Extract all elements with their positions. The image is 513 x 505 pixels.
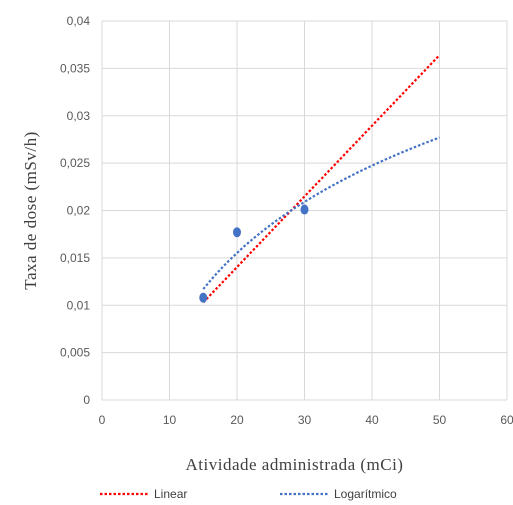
- y-tick-label: 0,015: [60, 251, 90, 265]
- data-point: [233, 227, 241, 238]
- y-tick-label: 0,01: [67, 298, 91, 312]
- x-tick-label: 30: [298, 413, 312, 427]
- y-tick-label: 0: [83, 393, 90, 407]
- y-axis-label: Taxa de dose (mSv/h): [21, 131, 40, 289]
- legend-linear-label: Linear: [154, 487, 187, 501]
- data-points: [199, 204, 309, 303]
- y-tick-label: 0,005: [60, 346, 90, 360]
- x-axis-label: Atividade administrada (mCi): [186, 455, 404, 474]
- x-tick-label: 60: [500, 413, 513, 427]
- x-tick-labels: 0 10 20 30 40 50 60: [99, 413, 513, 427]
- legend: Linear Logarítmico: [100, 487, 397, 501]
- y-tick-label: 0,035: [60, 61, 90, 75]
- linear-trendline: [202, 54, 441, 304]
- data-point: [199, 292, 208, 303]
- logarithmic-trendline: [202, 136, 440, 290]
- y-tick-label: 0,04: [67, 14, 91, 28]
- data-point: [300, 204, 309, 215]
- x-tick-label: 0: [99, 413, 106, 427]
- x-tick-label: 40: [365, 413, 379, 427]
- legend-logarithmic-label: Logarítmico: [334, 487, 397, 501]
- grid: [101, 20, 508, 401]
- y-tick-labels: 0 0,005 0,01 0,015 0,02 0,025 0,03 0,035 0,04: [60, 14, 90, 407]
- x-tick-label: 10: [163, 413, 177, 427]
- y-tick-label: 0,025: [60, 156, 90, 170]
- x-tick-label: 50: [433, 413, 447, 427]
- y-tick-label: 0,03: [67, 109, 91, 123]
- trendlines: [202, 54, 441, 304]
- x-tick-label: 20: [230, 413, 244, 427]
- y-tick-label: 0,02: [67, 204, 91, 218]
